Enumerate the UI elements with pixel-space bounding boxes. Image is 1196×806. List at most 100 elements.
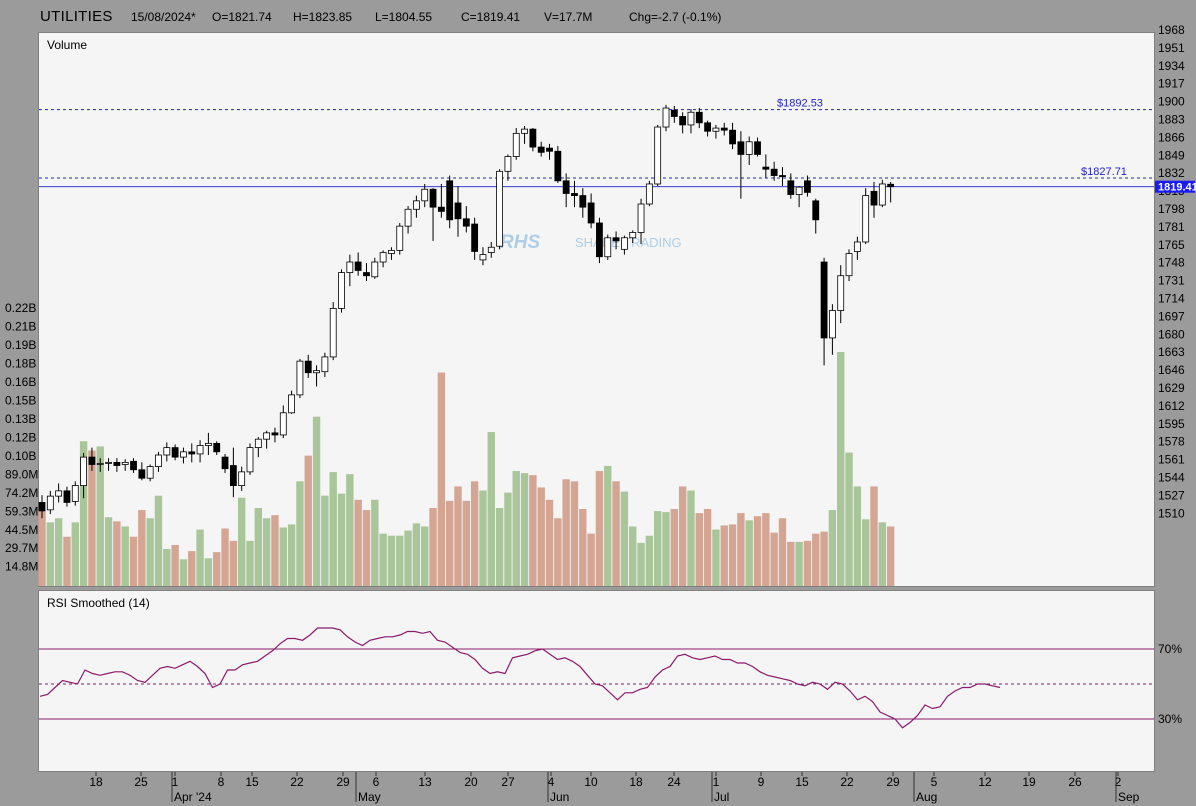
x-day-tick-label: 24 bbox=[667, 775, 681, 789]
candle-body bbox=[870, 190, 878, 206]
candle-body bbox=[105, 461, 112, 464]
price-level-label: $1892.53 bbox=[777, 98, 823, 110]
candle-body bbox=[695, 111, 703, 124]
volume-tick-label: 0.19B bbox=[5, 338, 36, 352]
volume-bar bbox=[46, 522, 55, 586]
volume-bar bbox=[820, 531, 828, 586]
volume-bar bbox=[138, 510, 146, 586]
volume-bar bbox=[537, 487, 545, 586]
high-label: H=1823.85 bbox=[293, 10, 353, 24]
candle-body bbox=[687, 111, 695, 126]
price-tick-label: 1951 bbox=[1158, 41, 1185, 55]
price-tick-label: 1544 bbox=[1158, 471, 1185, 485]
volume-bar bbox=[321, 495, 329, 586]
volume-bar bbox=[728, 524, 737, 586]
candle-body bbox=[254, 438, 262, 449]
candle-body bbox=[96, 463, 104, 465]
price-tick-label: 1578 bbox=[1158, 435, 1185, 449]
x-day-tick-label: 22 bbox=[290, 775, 304, 789]
candle-body bbox=[779, 175, 786, 177]
candle-body bbox=[63, 490, 71, 503]
candle-body bbox=[471, 223, 479, 252]
price-tick-label: 1934 bbox=[1158, 59, 1185, 73]
volume-bar bbox=[412, 523, 421, 586]
volume-bar bbox=[462, 500, 471, 586]
x-month-tick-label: Apr '24 bbox=[174, 790, 212, 804]
candle-body bbox=[629, 232, 637, 239]
candle-body bbox=[38, 502, 46, 512]
candle-body bbox=[363, 272, 370, 277]
candle-body bbox=[71, 485, 79, 502]
volume-bar bbox=[687, 490, 695, 586]
volume-bar bbox=[512, 471, 520, 586]
price-tick-label: 1697 bbox=[1158, 309, 1185, 323]
candle-body bbox=[55, 490, 63, 497]
volume-bar bbox=[762, 513, 770, 586]
volume-bar bbox=[71, 522, 79, 586]
volume-bar bbox=[312, 416, 321, 586]
volume-bar bbox=[487, 432, 495, 586]
volume-tick-label: 0.15B bbox=[5, 393, 36, 407]
volume-bar bbox=[121, 526, 129, 586]
candle-body bbox=[679, 116, 687, 126]
volume-tick-label: 0.21B bbox=[5, 319, 36, 333]
rsi-panel[interactable]: RSI Smoothed (14) bbox=[38, 590, 1155, 772]
candle-body bbox=[204, 442, 212, 446]
chart-header: UTILITIES 15/08/2024* O=1821.74 H=1823.8… bbox=[0, 0, 1196, 32]
price-tick-label: 1527 bbox=[1158, 488, 1185, 502]
volume-bar bbox=[237, 497, 246, 586]
volume-bar bbox=[612, 481, 620, 586]
price-tick-label: 1510 bbox=[1158, 506, 1185, 520]
volume-tick-label: 59.3M bbox=[5, 504, 38, 518]
candle-body bbox=[188, 451, 196, 455]
volume-bar bbox=[845, 452, 853, 586]
rsi-line bbox=[39, 627, 1001, 729]
price-tick-label: 1883 bbox=[1158, 113, 1185, 127]
candle-body bbox=[46, 495, 54, 511]
volume-tick-label: 14.8M bbox=[5, 560, 38, 574]
x-day-tick-label: 12 bbox=[978, 775, 992, 789]
candle-body bbox=[554, 150, 562, 182]
volume-bar bbox=[878, 522, 887, 586]
candle-body bbox=[121, 461, 129, 465]
candle-body bbox=[737, 141, 745, 155]
candle-body bbox=[163, 447, 171, 456]
candle-body bbox=[537, 146, 545, 153]
volume-bar bbox=[787, 541, 795, 586]
candle-body bbox=[654, 126, 662, 185]
price-tick-label: 1798 bbox=[1158, 202, 1185, 216]
candle-body bbox=[221, 456, 229, 470]
volume-bar bbox=[837, 352, 845, 586]
volume-bar bbox=[545, 499, 554, 586]
candle-body bbox=[446, 180, 454, 221]
candle-body bbox=[829, 310, 836, 339]
volume-bar bbox=[63, 536, 71, 586]
candle-body bbox=[812, 200, 820, 221]
volume-bar bbox=[437, 372, 446, 586]
volume-bar bbox=[795, 541, 803, 586]
x-day-tick-label: 29 bbox=[886, 775, 900, 789]
volume-bar bbox=[570, 481, 579, 586]
candle-body bbox=[571, 193, 578, 196]
volume-bar bbox=[354, 499, 362, 586]
candle-body bbox=[155, 454, 162, 467]
candle-body bbox=[421, 188, 429, 202]
candle-body bbox=[529, 128, 537, 148]
candle-body bbox=[878, 183, 886, 206]
price-tick-label: 1629 bbox=[1158, 381, 1185, 395]
volume-bar bbox=[38, 510, 46, 586]
candle-body bbox=[521, 128, 528, 134]
volume-bar bbox=[562, 479, 570, 586]
volume-bar bbox=[337, 493, 346, 586]
price-tick-label: 1917 bbox=[1158, 77, 1185, 91]
volume-bar bbox=[579, 509, 587, 586]
candle-body bbox=[354, 261, 362, 271]
price-tick-label: 1900 bbox=[1158, 95, 1185, 109]
x-day-tick-label: 5 bbox=[931, 775, 938, 789]
candle-body bbox=[496, 170, 504, 247]
candle-body bbox=[720, 127, 728, 131]
watermark-text: SHARE TRADING bbox=[575, 235, 682, 250]
candle-body bbox=[304, 360, 312, 374]
volume-bar bbox=[653, 511, 662, 586]
